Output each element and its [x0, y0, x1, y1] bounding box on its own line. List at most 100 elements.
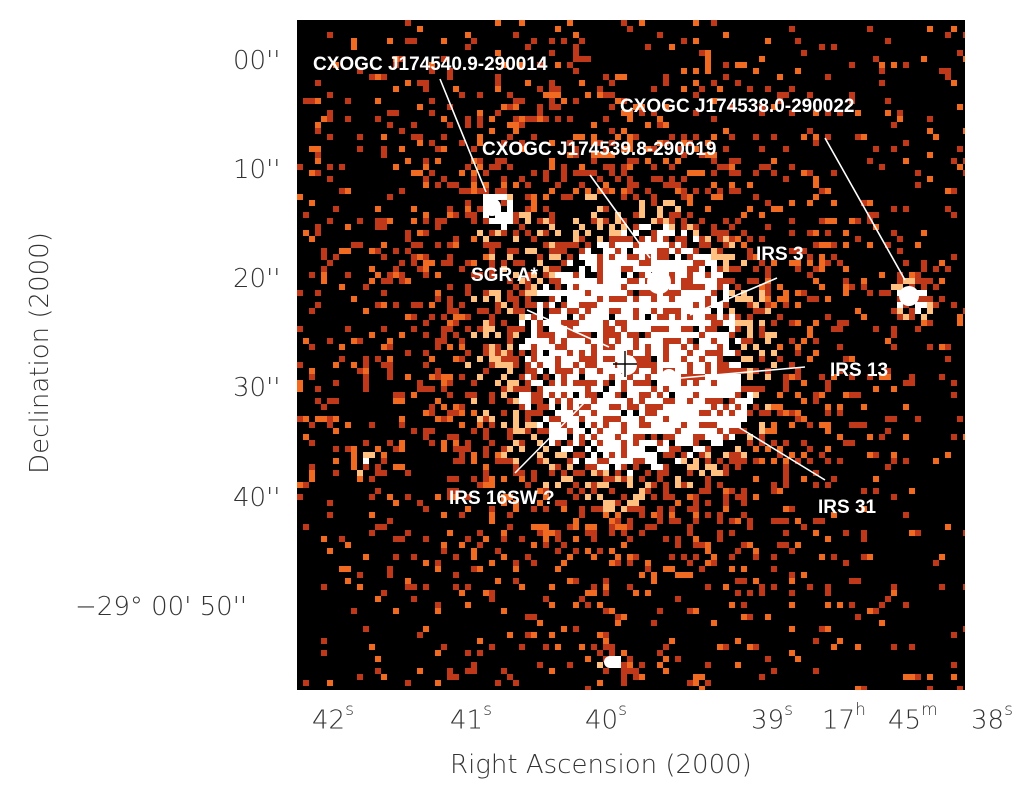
count-pixel: [465, 200, 471, 206]
count-pixel: [753, 254, 759, 260]
count-pixel: [627, 404, 633, 410]
count-pixel: [483, 308, 489, 314]
count-pixel: [729, 380, 735, 386]
count-pixel: [699, 362, 705, 368]
count-pixel: [717, 332, 723, 338]
count-pixel: [675, 596, 681, 602]
count-pixel: [441, 134, 447, 140]
count-pixel: [909, 374, 915, 380]
count-pixel: [723, 380, 729, 386]
count-pixel: [399, 278, 405, 284]
count-pixel: [561, 302, 567, 308]
count-pixel: [585, 458, 591, 464]
count-pixel: [567, 350, 573, 356]
count-pixel: [591, 404, 597, 410]
count-pixel: [603, 416, 609, 422]
count-pixel: [891, 644, 897, 650]
count-pixel: [669, 506, 675, 512]
count-pixel: [489, 362, 495, 368]
count-pixel: [591, 140, 597, 146]
count-pixel: [735, 398, 741, 404]
count-pixel: [681, 344, 687, 350]
count-pixel: [459, 302, 465, 308]
count-pixel: [513, 578, 519, 584]
count-pixel: [735, 416, 741, 422]
count-pixel: [549, 386, 555, 392]
count-pixel: [513, 248, 519, 254]
count-pixel: [615, 278, 621, 284]
count-pixel: [513, 428, 519, 434]
count-pixel: [447, 122, 453, 128]
count-pixel: [789, 452, 795, 458]
count-pixel: [387, 110, 393, 116]
count-pixel: [849, 392, 855, 398]
count-pixel: [843, 530, 849, 536]
count-pixel: [363, 368, 369, 374]
count-pixel: [717, 362, 723, 368]
count-pixel: [849, 602, 855, 608]
count-pixel: [495, 158, 501, 164]
count-pixel: [507, 254, 513, 260]
count-pixel: [561, 38, 567, 44]
count-pixel: [663, 320, 669, 326]
count-pixel: [555, 116, 561, 122]
count-pixel: [627, 428, 633, 434]
count-pixel: [441, 386, 447, 392]
count-pixel: [717, 440, 723, 446]
count-pixel: [555, 422, 561, 428]
count-pixel: [759, 332, 765, 338]
count-pixel: [549, 668, 555, 674]
count-pixel: [579, 362, 585, 368]
count-pixel: [609, 416, 615, 422]
count-pixel: [717, 374, 723, 380]
count-pixel: [675, 422, 681, 428]
count-pixel: [723, 500, 729, 506]
count-pixel: [663, 404, 669, 410]
count-pixel: [669, 554, 675, 560]
count-pixel: [501, 266, 507, 272]
count-pixel: [603, 314, 609, 320]
count-pixel: [621, 302, 627, 308]
count-pixel: [561, 248, 567, 254]
count-pixel: [603, 272, 609, 278]
count-pixel: [747, 398, 753, 404]
count-pixel: [765, 302, 771, 308]
count-pixel: [591, 464, 597, 470]
count-pixel: [345, 578, 351, 584]
count-pixel: [543, 320, 549, 326]
x-axis-title: Right Ascension (2000): [450, 750, 752, 780]
count-pixel: [597, 506, 603, 512]
count-pixel: [615, 302, 621, 308]
count-pixel: [591, 284, 597, 290]
count-pixel: [411, 302, 417, 308]
count-pixel: [675, 284, 681, 290]
count-pixel: [525, 230, 531, 236]
count-pixel: [465, 668, 471, 674]
count-pixel: [405, 278, 411, 284]
count-pixel: [519, 350, 525, 356]
count-pixel: [591, 362, 597, 368]
count-pixel: [735, 404, 741, 410]
count-pixel: [435, 338, 441, 344]
count-pixel: [627, 188, 633, 194]
count-pixel: [513, 272, 519, 278]
count-pixel: [903, 404, 909, 410]
count-pixel: [711, 320, 717, 326]
count-pixel: [471, 176, 477, 182]
count-pixel: [303, 338, 309, 344]
count-pixel: [903, 602, 909, 608]
count-pixel: [525, 362, 531, 368]
count-pixel: [537, 362, 543, 368]
count-pixel: [483, 170, 489, 176]
count-pixel: [615, 416, 621, 422]
count-pixel: [615, 560, 621, 566]
count-pixel: [717, 398, 723, 404]
count-pixel: [633, 158, 639, 164]
count-pixel: [897, 278, 903, 284]
count-pixel: [585, 380, 591, 386]
count-pixel: [639, 374, 645, 380]
count-pixel: [591, 158, 597, 164]
count-pixel: [423, 164, 429, 170]
count-pixel: [579, 506, 585, 512]
count-pixel: [789, 602, 795, 608]
